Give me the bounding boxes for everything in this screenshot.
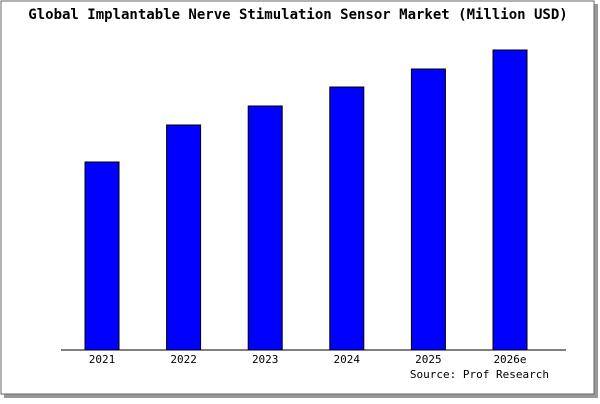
bar (84, 161, 120, 351)
x-tick-label: 2026e (493, 353, 526, 366)
bar (166, 124, 202, 351)
bar (492, 49, 528, 351)
x-tick-label: 2021 (89, 353, 116, 366)
bar (247, 105, 283, 351)
chart-title: Global Implantable Nerve Stimulation Sen… (28, 7, 567, 23)
source: Source: Prof Research (410, 368, 549, 381)
x-tick-label: 2022 (170, 353, 197, 366)
x-tick-label: 2025 (415, 353, 442, 366)
x-tick-label: 2024 (334, 353, 361, 366)
x-tick-label: 2023 (252, 353, 279, 366)
bar (410, 68, 446, 351)
bar (329, 86, 365, 351)
